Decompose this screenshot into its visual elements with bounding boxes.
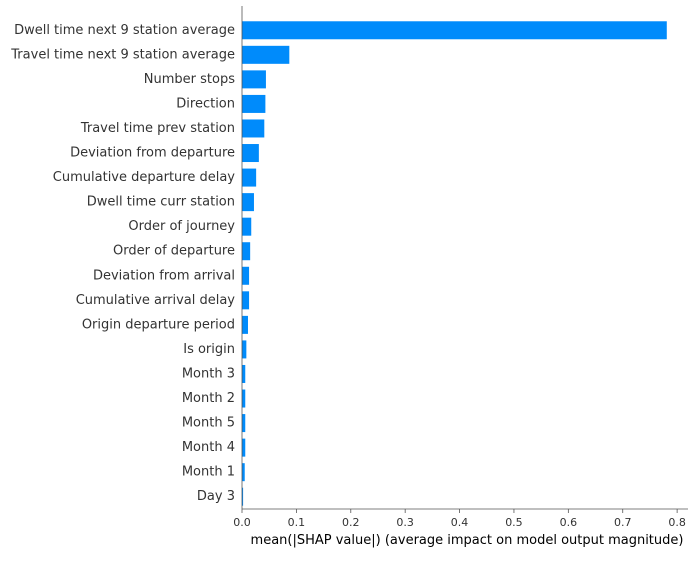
bars-group — [242, 21, 667, 506]
bar — [242, 144, 259, 163]
x-tick-label: 0.6 — [560, 516, 578, 529]
x-tick-label: 0.3 — [396, 516, 414, 529]
bar — [242, 266, 250, 285]
y-tick-label: Month 3 — [182, 366, 235, 381]
bar — [242, 193, 254, 212]
y-tick-label: Cumulative arrival delay — [76, 293, 236, 308]
y-tick-label: Month 1 — [182, 465, 235, 480]
y-tick-label: Month 4 — [182, 440, 235, 455]
bar — [242, 94, 266, 113]
bar — [242, 438, 246, 457]
bar — [242, 487, 244, 506]
x-axis-label: mean(|SHAP value|) (average impact on mo… — [251, 533, 684, 548]
y-tick-label: Day 3 — [197, 489, 235, 504]
bar — [242, 21, 667, 40]
x-tick-label: 0.0 — [233, 516, 251, 529]
bar — [242, 217, 252, 236]
y-tick-label: Cumulative departure delay — [53, 170, 235, 185]
bar — [242, 242, 251, 261]
y-tick-labels: Dwell time next 9 station average Travel … — [10, 23, 235, 504]
x-tick-label: 0.8 — [668, 516, 686, 529]
y-tick-label: Month 5 — [182, 416, 235, 431]
y-tick-label: Dwell time next 9 station average — [14, 23, 235, 38]
bar — [242, 70, 266, 89]
bar — [242, 168, 257, 187]
y-tick-label: Direction — [176, 96, 235, 111]
bar — [242, 463, 245, 482]
y-tick-label: Month 2 — [182, 391, 235, 406]
bar — [242, 414, 246, 433]
y-tick-label: Order of departure — [113, 244, 235, 259]
y-tick-label: Is origin — [183, 342, 235, 357]
y-tick-label: Travel time prev station — [80, 121, 235, 136]
y-tick-label: Deviation from departure — [70, 146, 235, 161]
y-tick-label: Order of journey — [128, 219, 235, 234]
bar — [242, 364, 246, 383]
x-ticks: 0.0 0.1 0.2 0.3 0.4 0.5 0.6 0.7 0.8 — [233, 509, 686, 529]
x-tick-label: 0.5 — [505, 516, 523, 529]
y-tick-label: Dwell time curr station — [87, 195, 235, 210]
x-tick-label: 0.7 — [614, 516, 632, 529]
x-tick-label: 0.1 — [288, 516, 306, 529]
x-tick-label: 0.2 — [342, 516, 360, 529]
bar — [242, 389, 246, 408]
bar — [242, 340, 247, 359]
bar — [242, 315, 248, 334]
bar — [242, 119, 265, 138]
y-tick-label: Travel time next 9 station average — [10, 47, 235, 62]
bar — [242, 45, 290, 64]
y-tick-label: Deviation from arrival — [93, 268, 235, 283]
bar — [242, 291, 250, 310]
y-tick-label: Number stops — [144, 72, 235, 87]
x-tick-label: 0.4 — [451, 516, 469, 529]
y-tick-label: Origin departure period — [82, 317, 235, 332]
